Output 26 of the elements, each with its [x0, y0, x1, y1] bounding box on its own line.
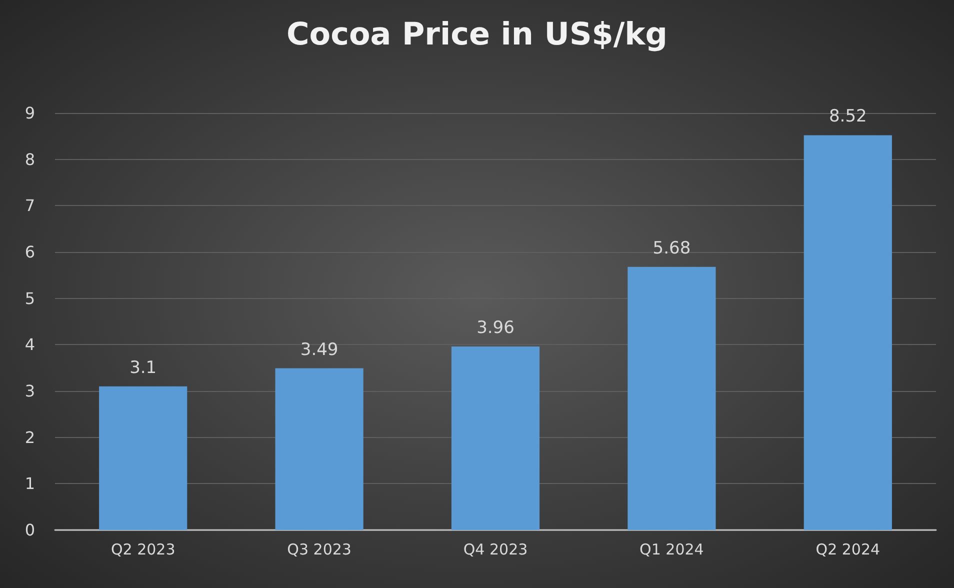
bar [804, 135, 892, 530]
x-tick-label: Q4 2023 [463, 540, 528, 558]
y-tick-label: 6 [24, 242, 35, 262]
x-tick-label: Q3 2023 [287, 540, 352, 558]
y-tick-label: 4 [24, 335, 35, 354]
data-label: 3.1 [130, 358, 157, 378]
bar [628, 266, 716, 530]
data-label: 3.96 [476, 318, 514, 338]
data-label: 5.68 [652, 238, 691, 258]
bar [451, 346, 540, 530]
x-tick-label: Q2 2023 [110, 540, 176, 558]
y-tick-label: 7 [24, 196, 35, 216]
x-tick-label: Q1 2024 [640, 540, 704, 558]
y-tick-label: 9 [24, 104, 35, 122]
chart-title: Cocoa Price in US$/kg [286, 16, 668, 52]
bar [99, 386, 188, 530]
y-tick-label: 5 [24, 288, 35, 308]
y-tick-label: 3 [24, 382, 35, 400]
y-tick-label: 0 [24, 520, 35, 540]
y-tick-label: 8 [24, 150, 35, 169]
data-label: 8.52 [828, 106, 867, 127]
x-tick-label: Q2 2024 [816, 540, 880, 558]
bar [275, 368, 364, 530]
data-label: 3.49 [300, 340, 338, 360]
y-tick-label: 1 [24, 474, 35, 494]
y-tick-label: 2 [24, 428, 35, 447]
